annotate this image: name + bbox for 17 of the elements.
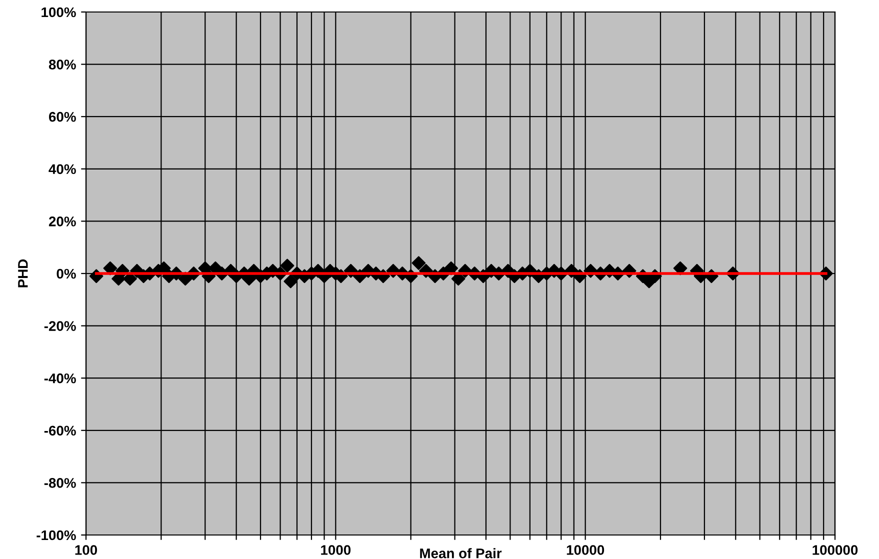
y-tick-label: 0% [56, 268, 76, 279]
y-axis-title: PHD [18, 259, 28, 288]
y-tick-label: 80% [48, 60, 76, 70]
x-tick-label: 100 [75, 545, 98, 555]
x-tick-label: 100000 [812, 545, 858, 555]
y-tick-label: 40% [48, 164, 76, 174]
y-tick-label: 60% [48, 112, 76, 122]
x-tick-label: 1000 [321, 545, 351, 555]
x-tick-label: 10000 [566, 545, 604, 555]
y-tick-label: -80% [44, 478, 76, 488]
y-tick-label: -60% [44, 426, 76, 436]
y-tick-label: -20% [44, 321, 76, 331]
x-axis-title: Mean of Pair [420, 548, 502, 558]
y-tick-label: 20% [48, 216, 76, 226]
y-tick-label: -40% [44, 373, 76, 384]
y-tick-label: -100% [36, 530, 76, 540]
y-tick-label: 100% [42, 7, 76, 18]
